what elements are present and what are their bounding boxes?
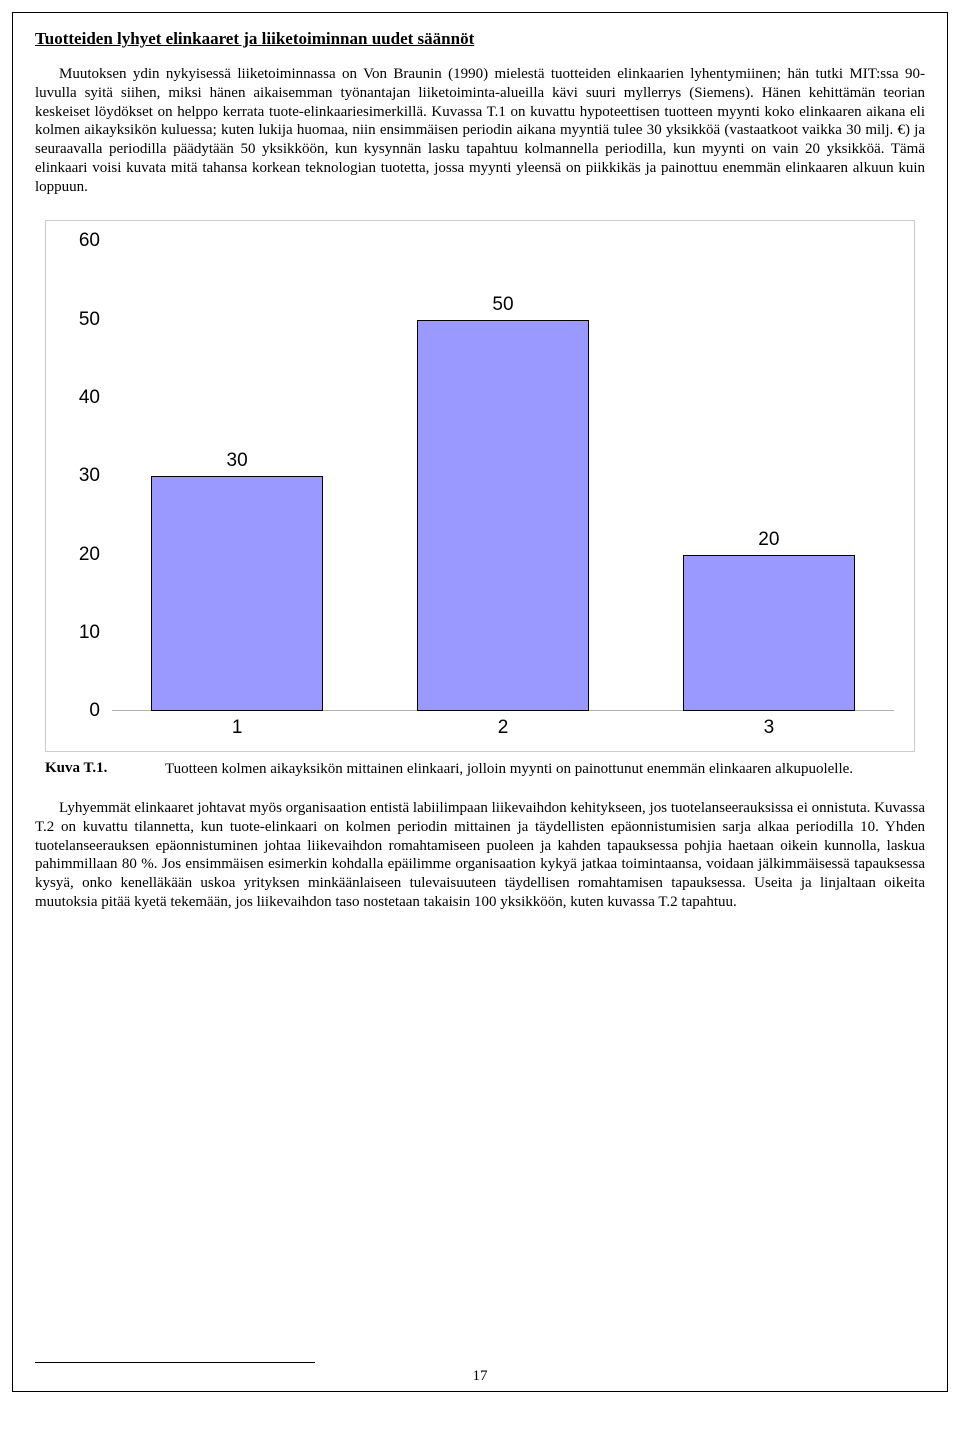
bar-value-label: 30 [227,450,248,472]
figure-caption: Tuotteen kolmen aikayksikön mittainen el… [165,760,915,779]
y-tick-label: 50 [70,309,100,331]
y-tick-label: 40 [70,387,100,409]
y-tick-label: 60 [70,230,100,252]
bar-value-label: 20 [758,529,779,551]
bar [683,555,855,712]
y-tick-label: 0 [70,700,100,722]
bar [417,320,589,712]
x-tick-label: 1 [232,717,243,739]
page-number: 17 [13,1368,947,1385]
figure-id: Kuva T.1. [45,760,165,779]
y-tick-label: 10 [70,622,100,644]
figure-caption-row: Kuva T.1. Tuotteen kolmen aikayksikön mi… [45,760,915,779]
bar-value-label: 50 [492,294,513,316]
bar-chart-container: 0 10 20 30 40 50 60 30 1 50 2 20 3 [45,220,915,752]
page-frame: Tuotteiden lyhyet elinkaaret ja liiketoi… [12,12,948,1392]
x-tick-label: 2 [498,717,509,739]
bar-chart: 0 10 20 30 40 50 60 30 1 50 2 20 3 [46,221,914,751]
y-tick-label: 30 [70,465,100,487]
section-heading: Tuotteiden lyhyet elinkaaret ja liiketoi… [35,29,925,49]
x-tick-label: 3 [764,717,775,739]
y-tick-label: 20 [70,544,100,566]
bar [151,476,323,711]
footer-rule [35,1362,315,1363]
paragraph-2: Lyhyemmät elinkaaret johtavat myös organ… [35,799,925,912]
paragraph-1: Muutoksen ydin nykyisessä liiketoiminnas… [35,65,925,196]
